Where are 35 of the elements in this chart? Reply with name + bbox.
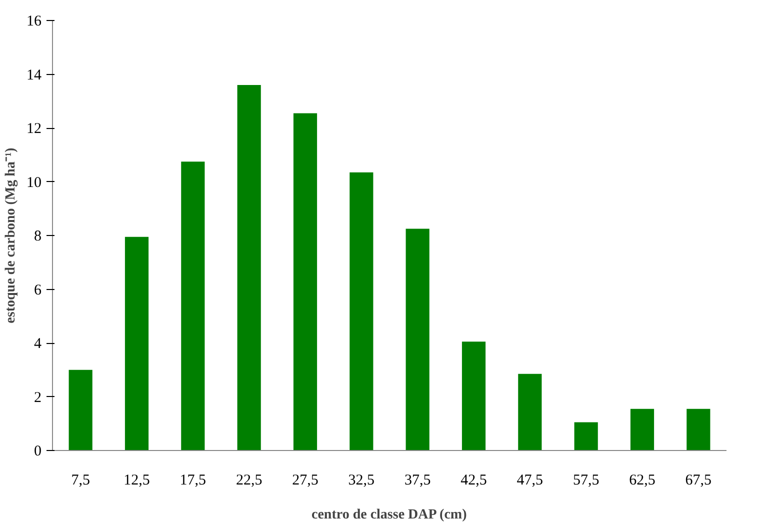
bar xyxy=(462,342,486,450)
bar xyxy=(68,370,92,450)
bar xyxy=(406,228,430,450)
x-tick-label: 22,5 xyxy=(236,472,262,488)
bar xyxy=(574,422,598,450)
x-axis-title: centro de classe DAP (cm) xyxy=(311,508,468,522)
bar xyxy=(237,85,261,450)
x-tick-label: 42,5 xyxy=(460,472,487,488)
y-tick-label: 12 xyxy=(26,121,42,137)
bar xyxy=(630,408,654,450)
y-tick-label: 10 xyxy=(26,174,42,191)
x-tick-label: 12,5 xyxy=(124,472,150,488)
x-tick-label: 37,5 xyxy=(404,472,431,488)
x-tick-label: 7,5 xyxy=(71,472,90,488)
x-tick-label: 17,5 xyxy=(180,472,206,488)
x-tick-label: 47,5 xyxy=(516,472,544,488)
bar xyxy=(350,172,374,450)
y-tick-label: 6 xyxy=(34,282,42,298)
y-tick-label: 2 xyxy=(34,390,42,406)
y-tick-label: 16 xyxy=(26,14,42,30)
bar xyxy=(293,113,318,450)
y-tick-label: 0 xyxy=(34,444,42,460)
bar xyxy=(686,408,710,450)
y-tick-label: 4 xyxy=(34,336,42,352)
bar xyxy=(518,374,542,450)
x-tick-label: 57,5 xyxy=(572,472,600,488)
x-tick-label: 32,5 xyxy=(348,472,375,488)
bar xyxy=(181,162,205,450)
y-axis-title: estoque de carbono (Mg ha⁻¹) xyxy=(4,147,18,324)
x-tick-label: 62,5 xyxy=(629,472,656,488)
x-tick-label: 67,5 xyxy=(685,472,712,488)
y-tick-label: 8 xyxy=(34,228,42,244)
y-tick-label: 14 xyxy=(26,67,42,84)
x-tick-label: 27,5 xyxy=(292,472,318,488)
bar xyxy=(124,236,149,450)
